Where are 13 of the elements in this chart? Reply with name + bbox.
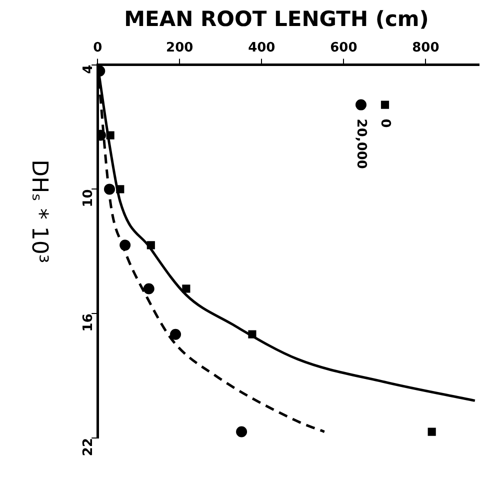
y-tick-label: 10 [80, 189, 96, 208]
legend-label: 20,000 [354, 118, 369, 169]
chart-title: MEAN ROOT LENGTH (cm) [124, 7, 429, 32]
y-tick-label: 4 [80, 64, 96, 74]
x-tick-label: 400 [248, 40, 276, 56]
x-tick-label: 600 [330, 40, 358, 56]
y-tick-label: 22 [80, 438, 96, 456]
x-tick-label: 0 [93, 40, 102, 56]
x-tick-label: 200 [166, 40, 194, 56]
legend-label: 0 [378, 118, 393, 128]
x-tick-label: 800 [412, 40, 440, 56]
y-tick-label: 16 [80, 314, 96, 332]
y-axis-title: DHₛ * 10³ [26, 160, 52, 264]
